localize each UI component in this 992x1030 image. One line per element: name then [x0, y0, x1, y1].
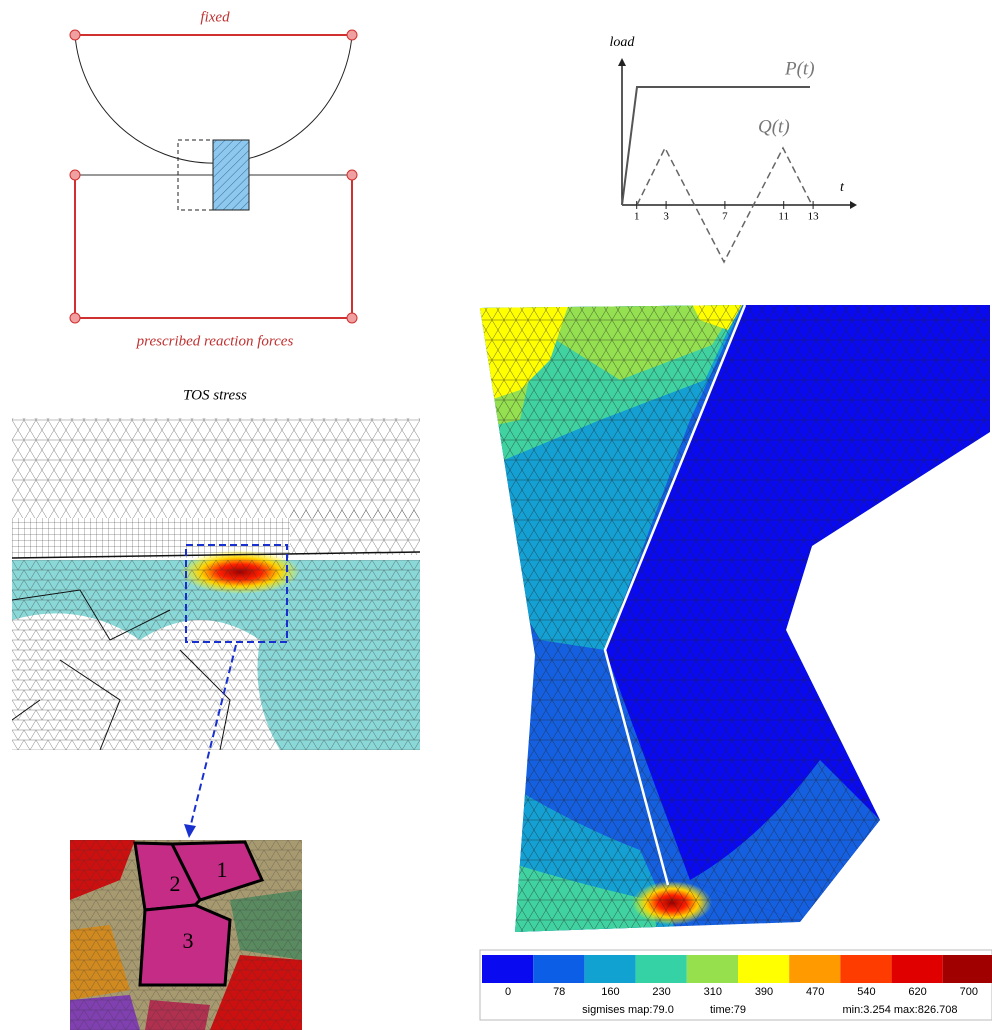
colorbar-label: 390 — [755, 986, 773, 998]
footer-text: min:3.254 max:826.708 — [843, 1004, 958, 1016]
colorbar-label: 540 — [857, 986, 875, 998]
mesh-panel: TOS stress — [12, 387, 420, 838]
footer-text: sigmises map:79.0 — [582, 1004, 674, 1016]
colorbar-swatch — [891, 955, 943, 983]
p-curve — [621, 86, 810, 206]
arrow — [850, 201, 857, 209]
colorbar-swatch — [686, 955, 738, 983]
load-plot: load t P(t) Q(t) 1 3 7 11 13 — [610, 35, 857, 264]
zoom-box — [185, 544, 288, 643]
x-label: t — [840, 180, 845, 195]
colorbar-label: 160 — [601, 986, 619, 998]
tick-label: 11 — [778, 211, 789, 223]
tick-label: 7 — [722, 211, 728, 223]
arrow — [618, 58, 626, 66]
colorbar-swatch — [533, 955, 585, 983]
footer-text: time:79 — [710, 1004, 746, 1016]
colorbar-label: 470 — [806, 986, 824, 998]
colorbar-swatch — [584, 955, 636, 983]
reaction-frame — [74, 175, 353, 319]
grain-inset: 1 2 3 — [70, 840, 302, 1030]
bottom-label: prescribed reaction forces — [136, 333, 294, 349]
boundary-diagram: fixed prescribed reaction forces — [69, 9, 358, 349]
contour-plot: 0 78 160 230 310 390 470 540 620 700 sigmises map:… — [479, 304, 992, 1021]
colorbar-label: 0 — [505, 986, 511, 998]
colorbar-swatch — [738, 955, 790, 983]
colorbar-label: 310 — [704, 986, 722, 998]
tick-label: 1 — [634, 211, 640, 223]
colorbar-label: 620 — [908, 986, 926, 998]
top-label: fixed — [200, 9, 230, 25]
grain-label: 3 — [183, 928, 194, 953]
y-label: load — [610, 35, 636, 50]
colorbar-swatch — [942, 955, 992, 983]
arrow — [184, 824, 196, 838]
colorbar-swatch — [789, 955, 841, 983]
grain-label: 1 — [217, 857, 228, 882]
colorbar-label: 700 — [960, 986, 978, 998]
colorbar-swatch — [840, 955, 892, 983]
q-curve — [636, 146, 813, 264]
zoom-arrow — [189, 644, 237, 829]
curve-label: Q(t) — [758, 116, 790, 137]
hatched-block — [212, 139, 250, 211]
grain-label: 2 — [170, 871, 181, 896]
tick-label: 13 — [808, 211, 820, 223]
crack — [603, 304, 747, 886]
nodes — [69, 29, 358, 324]
colorbar-swatch — [635, 955, 687, 983]
tick-label: 3 — [663, 211, 669, 223]
colorbar-label: 230 — [652, 986, 670, 998]
colorbar-swatch — [482, 955, 534, 983]
curve-label: P(t) — [784, 58, 815, 79]
panel-title: TOS stress — [183, 387, 247, 403]
colorbar-label: 78 — [553, 986, 565, 998]
